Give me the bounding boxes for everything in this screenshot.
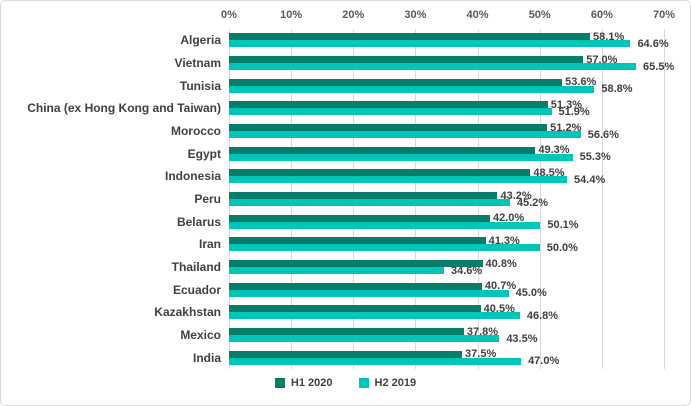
data-label-h2-2019: 45.0% — [515, 287, 547, 300]
bar-h2-2019 — [229, 63, 637, 70]
bar-h2-2019 — [229, 221, 541, 229]
data-label-h1-2020: 42.0% — [493, 212, 525, 225]
data-label-h1-2020: 40.5% — [483, 302, 515, 315]
bar-h1-2020 — [229, 305, 481, 313]
data-label-h2-2019: 56.6% — [587, 128, 619, 141]
data-label-h2-2019: 54.4% — [574, 173, 606, 186]
data-label-h2-2019: 50.0% — [546, 241, 578, 254]
axis-tick-label: 30% — [404, 9, 427, 21]
gridline — [601, 29, 603, 369]
data-label-h2-2019: 43.5% — [506, 332, 538, 345]
bar-h1-2020 — [229, 78, 563, 86]
data-label-h1-2020: 40.8% — [485, 257, 517, 270]
data-label-h1-2020: 49.3% — [538, 144, 570, 157]
bar-h2-2019 — [229, 244, 540, 252]
bar-h1-2020 — [229, 214, 490, 222]
data-label-h2-2019: 46.8% — [526, 309, 559, 322]
data-label-h1-2020: 41.3% — [488, 234, 520, 247]
legend-label-h1-2020: H1 2020 — [290, 377, 333, 389]
legend-label-h2-2019: H2 2019 — [374, 377, 417, 389]
axis-tick-label: 0% — [221, 9, 237, 21]
axis-tick-label: 50% — [528, 9, 551, 21]
data-label-h2-2019: 51.9% — [558, 105, 590, 118]
bar-h1-2020 — [229, 146, 536, 154]
bar-h1-2020 — [229, 328, 464, 335]
axis-tick-label: 70% — [652, 9, 676, 21]
bar-h1-2020 — [229, 237, 486, 245]
category-label: Tunisia — [179, 78, 221, 93]
category-label: Peru — [194, 192, 221, 206]
bar-h1-2020 — [229, 169, 531, 177]
legend-item-h1-2020: H1 2020 — [274, 377, 333, 389]
gridline — [539, 29, 541, 369]
data-label-h2-2019: 34.6% — [451, 264, 483, 277]
bar-h1-2020 — [229, 124, 548, 131]
bar-h2-2019 — [229, 108, 552, 116]
category-label: Kazakhstan — [154, 305, 221, 320]
bar-h2-2019 — [229, 335, 500, 342]
bar-h2-2019 — [229, 131, 581, 138]
category-label: Belarus — [176, 214, 221, 229]
axis-tick-label: 60% — [590, 9, 613, 21]
data-label-h2-2019: 65.5% — [643, 60, 675, 73]
bar-h2-2019 — [229, 312, 520, 320]
bar-h2-2019 — [229, 153, 573, 161]
data-label-h2-2019: 45.2% — [516, 196, 549, 209]
data-label-h1-2020: 53.6% — [565, 76, 597, 89]
gridline — [664, 29, 665, 369]
bar-h1-2020 — [229, 56, 584, 63]
category-label: Iran — [198, 237, 221, 252]
category-label: Algeria — [180, 33, 221, 48]
category-label: Thailand — [171, 260, 221, 274]
data-label-h1-2020: 51.2% — [550, 121, 582, 134]
bar-h2-2019 — [229, 267, 444, 274]
data-label-h1-2020: 40.7% — [484, 280, 517, 293]
legend-swatch-h2-2019-icon — [358, 378, 369, 388]
axis-tick-label: 10% — [280, 9, 303, 21]
category-label: Morocco — [170, 124, 221, 138]
data-label-h1-2020: 43.2% — [500, 189, 532, 202]
bar-h2-2019 — [229, 289, 509, 297]
data-label-h1-2020: 57.0% — [586, 53, 618, 66]
category-label: Indonesia — [164, 169, 221, 184]
category-label: Ecuador — [172, 282, 221, 297]
data-label-h2-2019: 64.6% — [637, 37, 669, 50]
category-label: Mexico — [180, 328, 221, 342]
legend: H1 2020 H2 2019 — [1, 373, 690, 393]
axis-tick-label: 20% — [342, 9, 365, 21]
data-label-h2-2019: 58.8% — [601, 83, 633, 96]
data-label-h2-2019: 47.0% — [528, 355, 560, 368]
data-label-h1-2020: 37.8% — [466, 325, 499, 338]
bar-h2-2019 — [229, 199, 510, 206]
category-label: China (ex Hong Kong and Taiwan) — [27, 101, 221, 116]
bar-h2-2019 — [229, 357, 522, 365]
bar-h2-2019 — [229, 176, 568, 184]
category-label: Vietnam — [174, 56, 221, 70]
data-label-h2-2019: 55.3% — [579, 151, 611, 164]
data-label-h2-2019: 50.1% — [547, 219, 579, 232]
data-label-h1-2020: 58.1% — [593, 30, 625, 43]
category-label: Egypt — [187, 146, 221, 161]
bar-h2-2019 — [229, 85, 595, 93]
bar-h1-2020 — [229, 33, 591, 41]
legend-swatch-h1-2020-icon — [274, 378, 285, 388]
bar-h1-2020 — [229, 260, 483, 267]
legend-item-h2-2019: H2 2019 — [358, 377, 417, 389]
data-label-h1-2020: 48.5% — [533, 166, 565, 179]
axis-tick-label: 40% — [466, 9, 489, 21]
bar-h1-2020 — [229, 282, 482, 290]
data-label-h1-2020: 37.5% — [465, 348, 497, 361]
bar-h1-2020 — [229, 101, 548, 109]
bar-h2-2019 — [229, 40, 631, 48]
category-label: India — [192, 350, 221, 365]
data-label-h1-2020: 51.3% — [550, 98, 582, 111]
bar-h1-2020 — [229, 350, 463, 358]
bar-h1-2020 — [229, 192, 498, 199]
